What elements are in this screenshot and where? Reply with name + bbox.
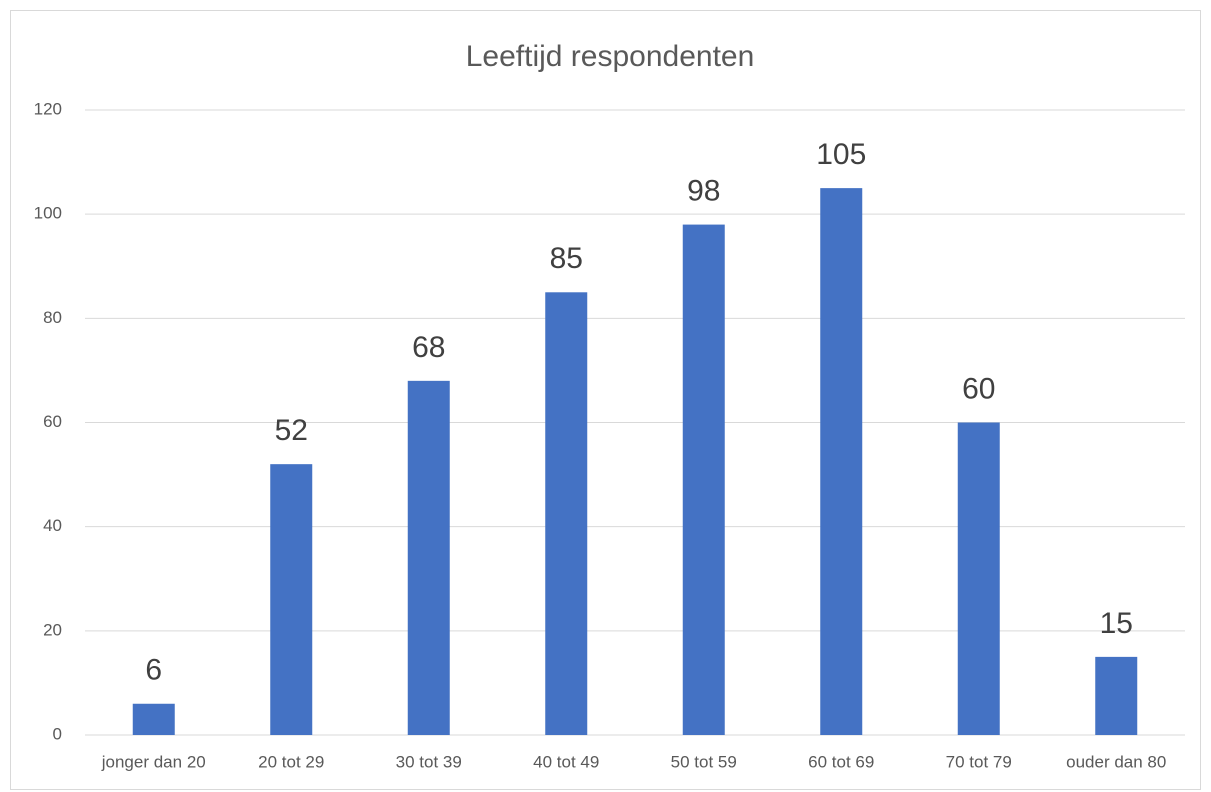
bar xyxy=(957,422,1000,735)
bar xyxy=(545,292,588,735)
x-tick-label: ouder dan 80 xyxy=(1066,752,1166,771)
bar xyxy=(132,703,175,735)
x-tick-label: 60 tot 69 xyxy=(808,752,874,771)
bar xyxy=(1095,656,1138,735)
data-label: 85 xyxy=(550,242,583,275)
bar xyxy=(407,380,450,735)
data-label: 52 xyxy=(275,414,308,447)
y-tick-label: 80 xyxy=(43,308,62,327)
data-label: 98 xyxy=(687,175,720,208)
x-tick-label: 70 tot 79 xyxy=(946,752,1012,771)
chart-border xyxy=(10,10,1201,790)
data-label: 105 xyxy=(816,138,866,171)
x-tick-label: 30 tot 39 xyxy=(396,752,462,771)
data-label: 15 xyxy=(1100,607,1133,640)
y-tick-label: 40 xyxy=(43,516,62,535)
bar xyxy=(820,188,863,735)
bar xyxy=(682,224,725,736)
data-label: 68 xyxy=(412,331,445,364)
y-tick-label: 0 xyxy=(53,724,62,743)
y-tick-label: 60 xyxy=(43,412,62,431)
data-label: 60 xyxy=(962,372,995,405)
x-tick-label: 40 tot 49 xyxy=(533,752,599,771)
x-tick-label: 50 tot 59 xyxy=(671,752,737,771)
y-tick-label: 20 xyxy=(43,620,62,639)
data-label: 6 xyxy=(145,654,162,687)
bar xyxy=(270,464,313,735)
y-tick-label: 120 xyxy=(34,99,62,118)
chart-title: Leeftijd respondenten xyxy=(466,40,755,73)
y-tick-label: 100 xyxy=(34,204,62,223)
x-tick-label: jonger dan 20 xyxy=(101,752,206,771)
x-tick-label: 20 tot 29 xyxy=(258,752,324,771)
